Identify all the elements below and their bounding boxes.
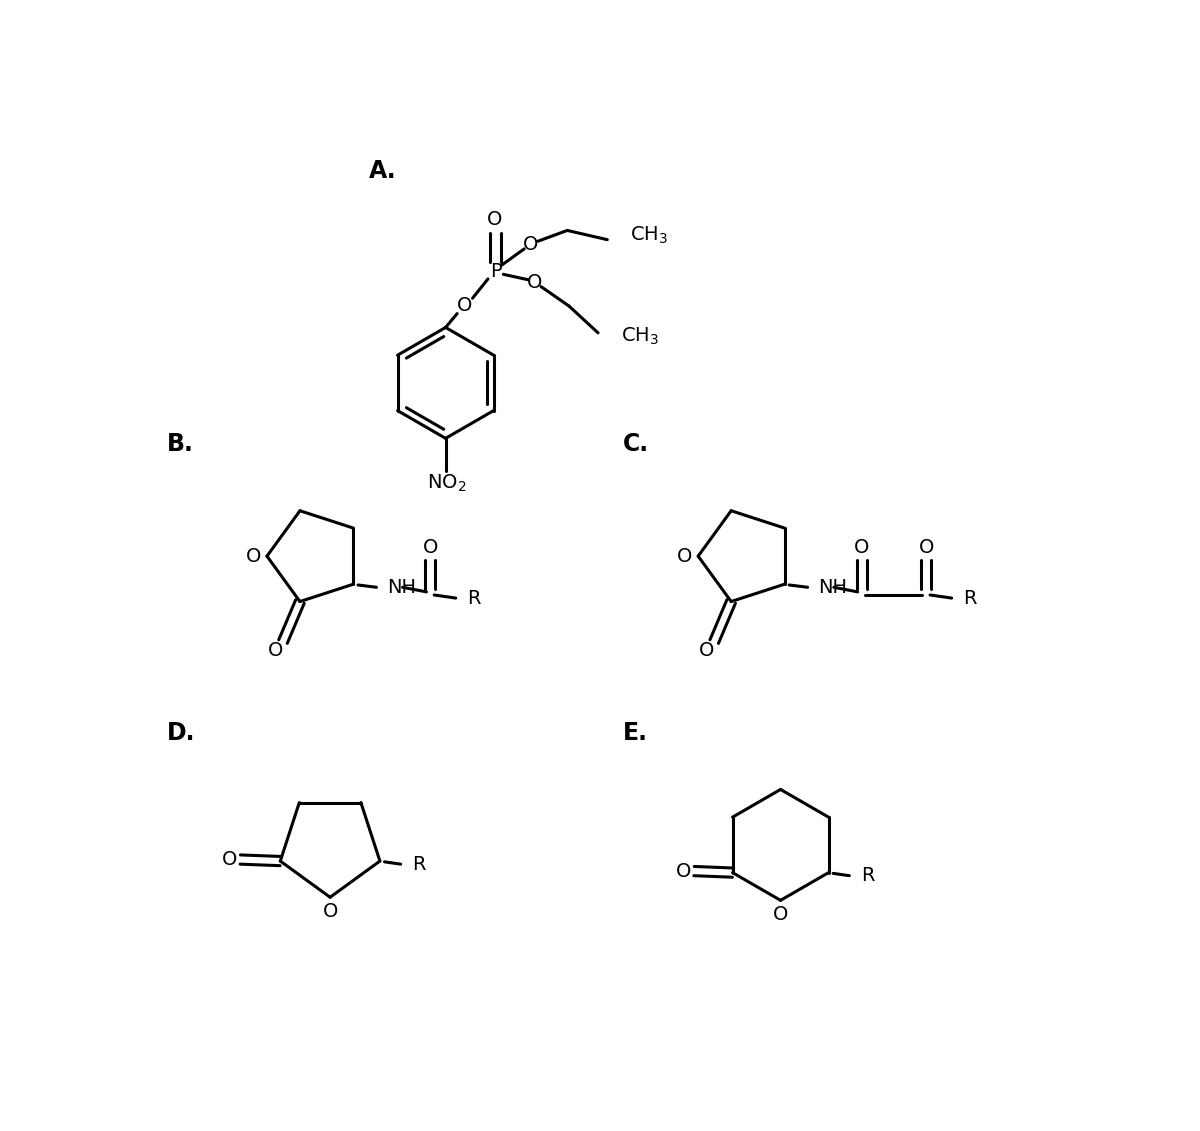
Text: O: O xyxy=(677,546,692,566)
Text: R: R xyxy=(860,866,875,886)
Text: O: O xyxy=(527,274,542,292)
Text: O: O xyxy=(698,641,714,661)
Text: R: R xyxy=(413,855,426,873)
Text: O: O xyxy=(918,537,934,556)
Text: R: R xyxy=(964,588,977,607)
Text: NH: NH xyxy=(388,578,416,597)
Text: O: O xyxy=(523,235,538,253)
Text: O: O xyxy=(486,210,502,230)
Text: A.: A. xyxy=(368,159,396,183)
Text: R: R xyxy=(467,588,481,607)
Text: O: O xyxy=(854,537,869,556)
Text: O: O xyxy=(222,851,238,869)
Text: O: O xyxy=(676,862,691,881)
Text: C.: C. xyxy=(623,432,649,457)
Text: O: O xyxy=(422,537,438,556)
Text: CH$_3$: CH$_3$ xyxy=(622,326,659,347)
Text: NO$_2$: NO$_2$ xyxy=(427,473,467,493)
Text: B.: B. xyxy=(167,432,193,457)
Text: O: O xyxy=(457,296,473,316)
Text: O: O xyxy=(773,905,788,924)
Text: P: P xyxy=(490,261,502,280)
Text: CH$_3$: CH$_3$ xyxy=(630,224,668,245)
Text: O: O xyxy=(268,641,283,661)
Text: E.: E. xyxy=(623,722,648,745)
Text: D.: D. xyxy=(167,722,196,745)
Text: O: O xyxy=(246,546,260,566)
Text: NH: NH xyxy=(818,578,847,597)
Text: O: O xyxy=(323,901,337,921)
